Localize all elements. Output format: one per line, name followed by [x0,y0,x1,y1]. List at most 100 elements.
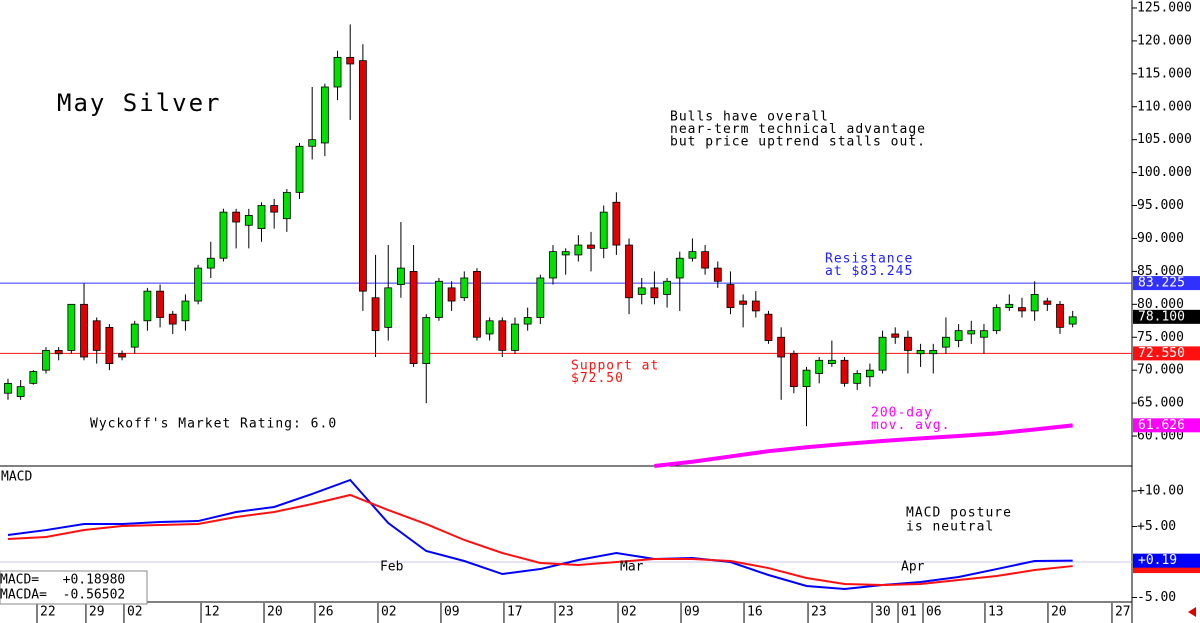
candle-body [751,300,760,312]
annotation: but price uptrend stalls out. [670,135,926,150]
x-tick-label: 30 [875,605,891,620]
candle-body [130,323,139,348]
candle-body [574,244,583,256]
candle-body [789,353,798,388]
candle-body [777,336,786,358]
candle-body [219,211,228,259]
candle-body [92,320,101,351]
candle-body [942,336,950,348]
candle-body [625,244,633,299]
candle-body [498,320,507,351]
x-tick-label: 23 [811,605,827,620]
x-tick-label: 09 [684,605,700,620]
candle-body [815,359,824,374]
x-tick-label: 26 [318,605,334,620]
candle-body [397,267,405,285]
candle-body [206,257,215,269]
annotation: $72.50 [571,371,624,386]
candle-body [460,277,469,299]
candle-body [156,290,164,318]
x-tick-label: 02 [621,605,637,620]
candle-body [143,290,152,322]
x-tick-label: 16 [747,605,763,620]
x-tick-label: 01 [901,605,917,620]
candle-body [865,369,874,378]
candle-body [447,287,456,302]
candle-body [384,287,393,328]
candle-body [549,251,557,279]
candle-body [333,56,342,88]
candle-body [168,313,177,325]
annotation: at $83.245 [825,264,913,279]
candle-body [1068,316,1077,325]
annotation: near-term technical advantage [670,122,926,137]
candle-body [1005,303,1014,309]
x-tick-label: 02 [127,605,143,620]
candle-body [232,211,241,223]
y-tick-label: 125.000 [1137,0,1192,15]
candle-body [967,330,976,335]
x-tick-label: 12 [204,605,220,620]
macd-label-box [1133,553,1200,568]
level-label: 72.550 [1138,346,1185,361]
candle-body [739,300,748,305]
x-tick-label: 20 [1051,605,1067,620]
x-tick-label: 27 [1115,605,1131,620]
candle-body [358,60,367,292]
candle-body [1056,303,1064,328]
candle-body [54,350,63,355]
annotation: Bulls have overall [670,110,829,125]
level-label: 83.225 [1138,276,1185,291]
candle-body [511,323,519,351]
readout-box [0,570,148,605]
moving-average [654,423,1073,468]
y-tick-label: 110.000 [1137,99,1192,114]
annotation: MACD posture [906,506,1012,521]
x-tick-label: 02 [381,605,397,620]
candle-body [650,287,659,299]
candle-body [4,382,12,394]
candle-body [1043,300,1052,305]
candle-body [308,139,317,147]
x-tick-label: 23 [558,605,574,620]
candle-body [29,371,38,384]
last-price-box [1133,309,1200,324]
candle-body [713,267,722,282]
y-tick-label: 95.000 [1137,198,1184,213]
macd-line [7,493,1073,587]
level-label-box [1133,346,1200,361]
y-tick-label: 105.000 [1137,132,1192,147]
candle-body [80,303,88,358]
macda-label-box [1133,563,1200,574]
candle-body [346,56,355,65]
scroll-arrow[interactable] [1188,607,1196,617]
candle-body [992,307,1001,332]
candle-body [980,330,988,338]
annotation: Wyckoff's Market Rating: 6.0 [90,417,337,432]
month-label: Feb [380,560,404,575]
candle-body [257,205,266,229]
candle-body [726,284,735,309]
candle-body [878,336,887,371]
last-price-label: 78.100 [1138,309,1185,324]
y-tick-label: 120.000 [1137,33,1192,48]
candle-body [181,300,190,322]
candle-body [105,326,114,364]
ma-label-box [1133,418,1200,433]
annotation: 200-day [871,406,933,421]
candle-body [42,350,50,371]
candle-body [320,86,329,144]
candle-body [270,205,279,213]
month-label: Apr [901,560,925,575]
y-tick-label: +5.00 [1137,519,1176,534]
candle-body [904,336,912,351]
candle-body [118,353,126,358]
month-label: Mar [620,560,644,575]
y-tick-label: 100.000 [1137,165,1192,180]
candle-body [663,280,671,295]
annotation: Resistance [825,252,913,267]
candle-body [67,303,76,351]
candle-body [435,280,443,318]
